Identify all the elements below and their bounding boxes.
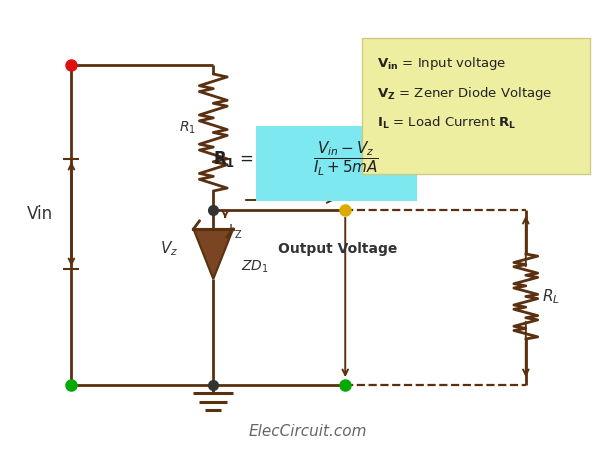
FancyBboxPatch shape — [256, 126, 416, 201]
Text: $R_1$: $R_1$ — [179, 119, 196, 136]
Polygon shape — [193, 229, 233, 279]
Text: I: I — [228, 223, 232, 237]
Text: I: I — [259, 181, 263, 195]
Text: $\dfrac{V_{in} - V_z}{I_L + 5mA}$: $\dfrac{V_{in} - V_z}{I_L + 5mA}$ — [313, 139, 379, 178]
Text: L: L — [270, 188, 275, 198]
Text: ElecCircuit.com: ElecCircuit.com — [248, 424, 367, 439]
Text: $R_L$: $R_L$ — [542, 287, 560, 306]
FancyBboxPatch shape — [362, 38, 590, 174]
Text: Vin: Vin — [26, 205, 53, 223]
Text: $ZD_1$: $ZD_1$ — [241, 259, 269, 275]
Text: Z: Z — [235, 230, 242, 240]
Text: $V_z$: $V_z$ — [160, 240, 178, 258]
Text: $\mathbf{I_L}$ = Load Current $\mathbf{R_L}$: $\mathbf{I_L}$ = Load Current $\mathbf{R… — [377, 115, 517, 131]
Text: Output Voltage: Output Voltage — [278, 242, 397, 256]
Text: $\mathbf{R_1}$ =: $\mathbf{R_1}$ = — [213, 149, 254, 168]
Text: $\mathbf{V_{in}}$ = Input voltage: $\mathbf{V_{in}}$ = Input voltage — [377, 54, 506, 71]
Text: $\mathbf{V_Z}$ = Zener Diode Voltage: $\mathbf{V_Z}$ = Zener Diode Voltage — [377, 84, 552, 101]
